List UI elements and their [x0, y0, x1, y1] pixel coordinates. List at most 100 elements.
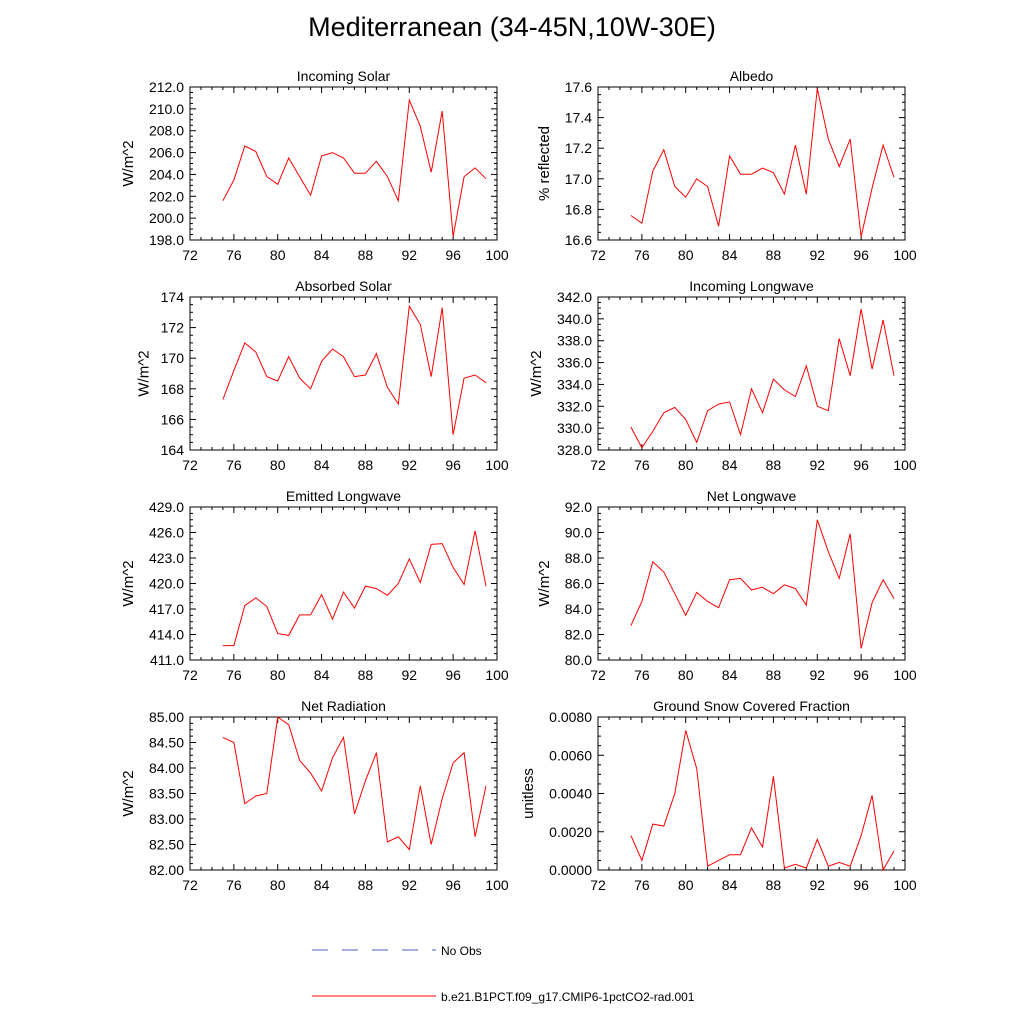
- y-tick-label: 198.0: [149, 232, 184, 248]
- x-tick-label: 76: [634, 457, 650, 473]
- x-tick-label: 80: [678, 877, 694, 893]
- x-tick-label: 92: [401, 247, 417, 263]
- y-tick-label: 420.0: [149, 576, 184, 592]
- x-tick-label: 72: [590, 247, 606, 263]
- y-tick-label: 340.0: [557, 311, 592, 327]
- x-tick-label: 88: [358, 877, 374, 893]
- y-axis-label: W/m^2: [120, 140, 137, 186]
- panel-albedo: Albedo 72 76 80 84 88 92 96 100 16.6 16.8 17.0 17.2 1…: [536, 68, 917, 263]
- x-tick-label: 100: [485, 877, 509, 893]
- y-tick-label: 82.00: [149, 862, 184, 878]
- x-tick-label: 88: [358, 247, 374, 263]
- y-tick-label: 90.0: [565, 525, 592, 541]
- y-tick-label: 0.0020: [549, 824, 592, 840]
- x-tick-label: 80: [270, 667, 286, 683]
- x-tick-label: 92: [809, 667, 825, 683]
- x-tick-label: 92: [809, 877, 825, 893]
- panel-title: Ground Snow Covered Fraction: [653, 698, 850, 714]
- y-tick-label: 17.2: [565, 140, 592, 156]
- series-line: [630, 519, 895, 649]
- y-tick-label: 84.00: [149, 760, 184, 776]
- x-tick-label: 76: [634, 247, 650, 263]
- y-tick-label: 82.50: [149, 837, 184, 853]
- y-tick-label: 172: [161, 320, 185, 336]
- x-tick-label: 84: [722, 877, 738, 893]
- y-axis-label: W/m^2: [536, 560, 553, 606]
- panel-title: Net Longwave: [707, 488, 797, 504]
- y-axis-label: unitless: [520, 768, 537, 819]
- panel-net-longwave: Net Longwave 72 76 80 84 88 92 96 100 80.0 82.0 84.…: [536, 488, 917, 683]
- panel-title: Incoming Longwave: [689, 278, 814, 294]
- x-tick-label: 100: [485, 247, 509, 263]
- x-tick-label: 96: [445, 457, 461, 473]
- y-tick-label: 200.0: [149, 210, 184, 226]
- x-tick-label: 88: [766, 457, 782, 473]
- x-tick-label: 76: [226, 247, 242, 263]
- y-tick-label: 164: [161, 442, 185, 458]
- y-tick-label: 342.0: [557, 289, 592, 305]
- x-tick-label: 80: [678, 247, 694, 263]
- legend: No Obs b.e21.B1PCT.f09_g17.CMIP6-1pctCO2-…: [312, 944, 695, 1004]
- y-tick-label: 210.0: [149, 101, 184, 117]
- panel-title: Albedo: [730, 68, 774, 84]
- x-tick-label: 72: [182, 247, 198, 263]
- figure-title: Mediterranean (34-45N,10W-30E): [308, 12, 716, 42]
- panel-ground-snow-covered-fraction: Ground Snow Covered Fraction 72 76 80 84 88 92…: [520, 698, 917, 893]
- x-tick-label: 92: [401, 877, 417, 893]
- panel-incoming-solar: Incoming Solar 72 76 80 84 88 92 96 100 198.0 200.…: [120, 68, 509, 263]
- series-line: [630, 730, 895, 872]
- y-tick-label: 0.0060: [549, 747, 592, 763]
- series-line: [222, 716, 487, 851]
- x-tick-label: 84: [314, 247, 330, 263]
- y-tick-label: 86.0: [565, 576, 592, 592]
- x-tick-label: 96: [445, 877, 461, 893]
- x-tick-label: 84: [722, 247, 738, 263]
- x-tick-label: 76: [226, 877, 242, 893]
- y-tick-label: 411.0: [150, 652, 184, 668]
- y-tick-label: 330.0: [557, 420, 592, 436]
- y-tick-label: 16.8: [565, 201, 592, 217]
- x-tick-label: 72: [590, 667, 606, 683]
- x-tick-label: 84: [722, 457, 738, 473]
- x-tick-label: 96: [853, 247, 869, 263]
- x-tick-label: 100: [893, 667, 917, 683]
- plot-frame: [597, 506, 906, 661]
- y-tick-label: 168: [161, 381, 185, 397]
- x-tick-label: 96: [445, 247, 461, 263]
- x-tick-label: 72: [590, 457, 606, 473]
- y-tick-label: 83.50: [149, 786, 184, 802]
- panel-emitted-longwave: Emitted Longwave 72 76 80 84 88 92 96 100 411.0 41…: [120, 488, 509, 683]
- panel-title: Incoming Solar: [297, 68, 391, 84]
- plot-frame: [597, 716, 906, 871]
- x-tick-label: 88: [358, 667, 374, 683]
- y-tick-label: 429.0: [149, 499, 184, 515]
- y-tick-label: 92.0: [565, 499, 592, 515]
- x-tick-label: 100: [485, 667, 509, 683]
- x-tick-label: 100: [893, 247, 917, 263]
- y-tick-label: 16.6: [565, 232, 592, 248]
- y-tick-label: 202.0: [149, 188, 184, 204]
- legend-label-model: b.e21.B1PCT.f09_g17.CMIP6-1pctCO2-rad.00…: [441, 990, 695, 1004]
- x-tick-label: 72: [590, 877, 606, 893]
- y-tick-label: 334.0: [557, 376, 592, 392]
- y-tick-label: 17.4: [565, 110, 592, 126]
- panel-incoming-longwave: Incoming Longwave 72 76 80 84 88 92 96 100 328.0 3…: [528, 278, 917, 473]
- x-tick-label: 96: [853, 877, 869, 893]
- y-tick-label: 208.0: [149, 123, 184, 139]
- x-tick-label: 80: [678, 457, 694, 473]
- series-line: [222, 530, 487, 647]
- y-tick-label: 84.50: [149, 735, 184, 751]
- y-tick-label: 82.0: [565, 627, 592, 643]
- x-tick-label: 100: [893, 457, 917, 473]
- y-tick-label: 80.0: [565, 652, 592, 668]
- x-tick-label: 96: [445, 667, 461, 683]
- series-line: [630, 88, 895, 238]
- y-tick-label: 414.0: [149, 627, 184, 643]
- y-axis-label: W/m^2: [528, 350, 545, 396]
- y-tick-label: 0.0080: [549, 709, 592, 725]
- y-tick-label: 83.00: [149, 811, 184, 827]
- y-tick-label: 332.0: [557, 398, 592, 414]
- y-tick-label: 204.0: [149, 166, 184, 182]
- x-tick-label: 92: [809, 457, 825, 473]
- x-tick-label: 92: [401, 667, 417, 683]
